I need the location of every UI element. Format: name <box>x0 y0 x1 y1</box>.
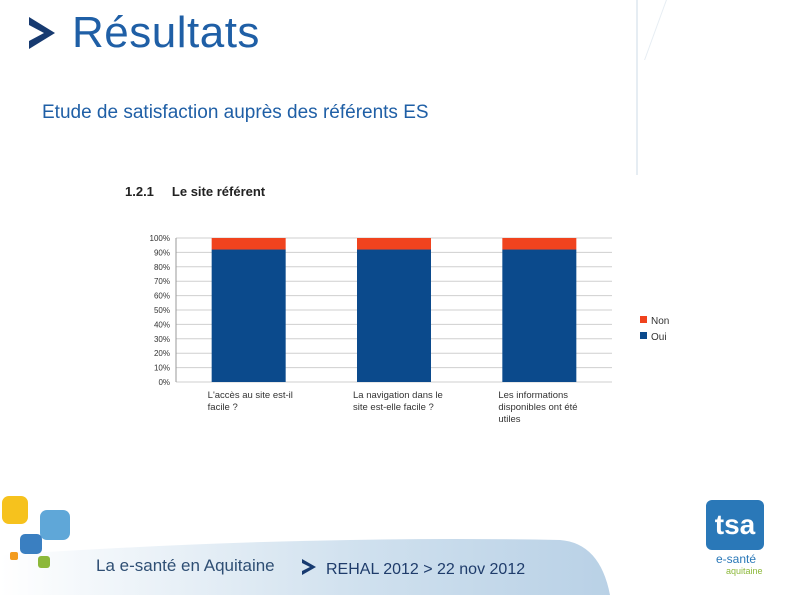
tsa-logo: tsa e-santé aquitaine <box>702 500 770 580</box>
y-tick-label: 60% <box>154 292 170 301</box>
chevron-right-icon <box>302 559 316 575</box>
y-tick-label: 70% <box>154 277 170 286</box>
x-tick-label: L'accès au site est-il <box>208 390 293 401</box>
bar-non <box>502 238 577 250</box>
y-tick-label: 80% <box>154 263 170 272</box>
bar-oui <box>211 249 286 382</box>
tsa-logo-line1: e-santé <box>716 552 757 566</box>
bar-non <box>357 238 431 250</box>
section-label: Le site référent <box>171 184 266 199</box>
tsa-logo-mark: tsa <box>706 500 764 550</box>
legend-label-non: Non <box>651 316 669 327</box>
y-tick-label: 30% <box>154 335 170 344</box>
footer-event: REHAL 2012 > 22 nov 2012 <box>326 561 526 578</box>
x-tick-label: site est-elle facile ? <box>353 402 434 413</box>
bar-oui <box>357 249 431 382</box>
page-title: Résultats <box>72 8 260 57</box>
decor-line <box>636 0 638 175</box>
legend-swatch-oui <box>640 332 647 339</box>
legend-swatch-non <box>640 316 647 323</box>
y-tick-label: 100% <box>150 234 170 243</box>
section-number: 1.2.1 <box>125 184 154 199</box>
decor-line <box>644 0 667 60</box>
y-tick-label: 40% <box>154 320 170 329</box>
aquitaine-logo <box>2 496 70 568</box>
title-area: Résultats <box>26 8 260 58</box>
section-heading: 1.2.1 Le site référent <box>125 184 265 199</box>
tsa-logo-line2: aquitaine <box>726 566 763 576</box>
y-tick-label: 10% <box>154 364 170 373</box>
page-subtitle: Etude de satisfaction auprès des référen… <box>42 102 429 123</box>
x-tick-label: utiles <box>498 414 520 425</box>
legend-label-oui: Oui <box>651 332 667 343</box>
chevron-right-icon <box>29 17 55 49</box>
y-tick-label: 50% <box>154 306 170 315</box>
footer-band <box>0 539 610 595</box>
x-tick-label: facile ? <box>208 402 238 413</box>
x-tick-label: La navigation dans le <box>353 390 443 401</box>
footer-brand: La e-santé en Aquitaine <box>96 556 275 575</box>
bar-oui <box>502 249 577 382</box>
x-tick-label: Les informations <box>498 390 568 401</box>
stacked-bar-chart: 0% 10% 20% 30% 40% 50% 60% 70% 80% 90% 100% L'accès… <box>150 234 670 425</box>
y-tick-label: 0% <box>158 378 170 387</box>
y-tick-label: 90% <box>154 248 170 257</box>
y-tick-label: 20% <box>154 349 170 358</box>
x-tick-label: disponibles ont été <box>498 402 577 413</box>
bar-non <box>211 238 286 250</box>
